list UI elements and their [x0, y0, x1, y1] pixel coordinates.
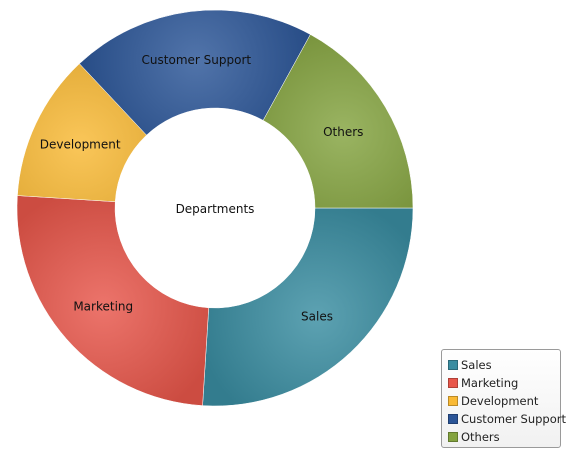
legend-label-marketing: Marketing — [461, 376, 519, 390]
legend-item-customer-support[interactable]: Customer Support — [448, 410, 566, 428]
legend-item-others[interactable]: Others — [448, 428, 560, 446]
legend-swatch-others — [448, 432, 458, 442]
slice-label-sales: Sales — [301, 310, 333, 324]
legend-swatch-marketing — [448, 378, 458, 388]
slice-marketing[interactable] — [16, 195, 209, 406]
legend-label-sales: Sales — [461, 358, 492, 372]
slice-label-marketing: Marketing — [73, 300, 133, 314]
legend-label-customer-support: Customer Support — [461, 412, 566, 426]
legend-swatch-sales — [448, 360, 458, 370]
slice-label-others: Others — [323, 125, 363, 139]
slice-label-customer-support: Customer Support — [142, 53, 252, 67]
legend-item-development[interactable]: Development — [448, 392, 560, 410]
legend: Sales Marketing Development Customer Suppor… — [441, 349, 566, 448]
slice-customer-support[interactable] — [79, 9, 311, 136]
legend-swatch-development — [448, 396, 458, 406]
legend-label-development: Development — [461, 394, 539, 408]
legend-item-sales[interactable]: Sales — [448, 356, 560, 374]
slice-others[interactable] — [262, 34, 414, 209]
slice-sales[interactable] — [202, 207, 414, 407]
legend-label-others: Others — [461, 430, 500, 444]
legend-item-marketing[interactable]: Marketing — [448, 374, 560, 392]
center-label: Departments — [176, 202, 255, 216]
slice-label-development: Development — [40, 138, 121, 152]
legend-swatch-customer-support — [448, 414, 458, 424]
